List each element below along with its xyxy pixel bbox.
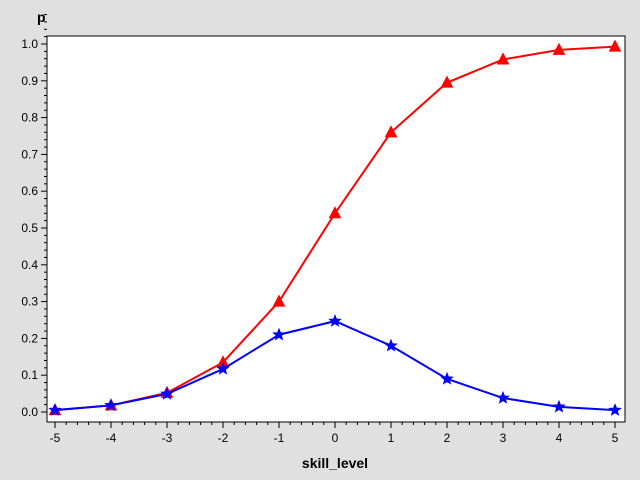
x-tick-label: 5 [612, 431, 619, 445]
y-tick-label: 0.3 [21, 295, 38, 309]
data-point-triangle [496, 52, 510, 65]
data-point-star [496, 390, 510, 404]
data-point-star [552, 399, 566, 413]
x-tick-label: 0 [332, 431, 339, 445]
data-point-star [440, 371, 454, 385]
y-tick-label: 0.1 [21, 368, 38, 382]
y-tick-label: 0.9 [21, 74, 38, 88]
y-tick-label: 1.0 [21, 37, 38, 51]
data-point-star [384, 338, 398, 352]
x-tick-label: -4 [106, 431, 117, 445]
data-point-triangle [384, 125, 398, 138]
data-point-triangle [440, 75, 454, 88]
data-point-star [48, 403, 62, 416]
series-layer [48, 39, 622, 416]
data-point-triangle [272, 294, 286, 307]
y-tick-label: 0.7 [21, 147, 38, 161]
x-tick-label: -3 [162, 431, 173, 445]
series-2 [48, 314, 622, 416]
data-point-star [272, 327, 286, 341]
data-point-star [216, 361, 230, 375]
data-point-star [608, 403, 622, 416]
x-axis-title: skill_level [302, 455, 368, 471]
data-point-star [104, 398, 118, 412]
x-tick-label: -2 [218, 431, 229, 445]
data-point-star [160, 386, 174, 400]
y-tick-label: 0.2 [21, 331, 38, 345]
data-point-triangle [328, 206, 342, 219]
x-tick-label: 2 [444, 431, 451, 445]
x-tick-label: 1 [388, 431, 395, 445]
y-axis: 0.0 0.1 0.2 0.3 0.4 0.5 0.6 0.7 0.8 0.9 1.0 [21, 14, 47, 419]
y-tick-label: 0.4 [21, 258, 38, 272]
y-tick-label: 0.0 [21, 405, 38, 419]
plot-area [46, 35, 626, 423]
x-tick-label: -1 [274, 431, 285, 445]
x-tick-label: -5 [50, 431, 61, 445]
data-point-triangle [552, 42, 566, 55]
data-point-star [328, 314, 342, 327]
y-tick-label: 0.8 [21, 111, 38, 125]
y-axis-title: p [37, 9, 46, 25]
x-axis: -5 -4 -3 -2 -1 0 1 2 3 4 5 [50, 422, 619, 445]
data-point-triangle [608, 39, 622, 52]
x-tick-label: 4 [556, 431, 563, 445]
x-tick-label: 3 [500, 431, 507, 445]
y-tick-label: 0.5 [21, 221, 38, 235]
y-tick-label: 0.6 [21, 184, 38, 198]
